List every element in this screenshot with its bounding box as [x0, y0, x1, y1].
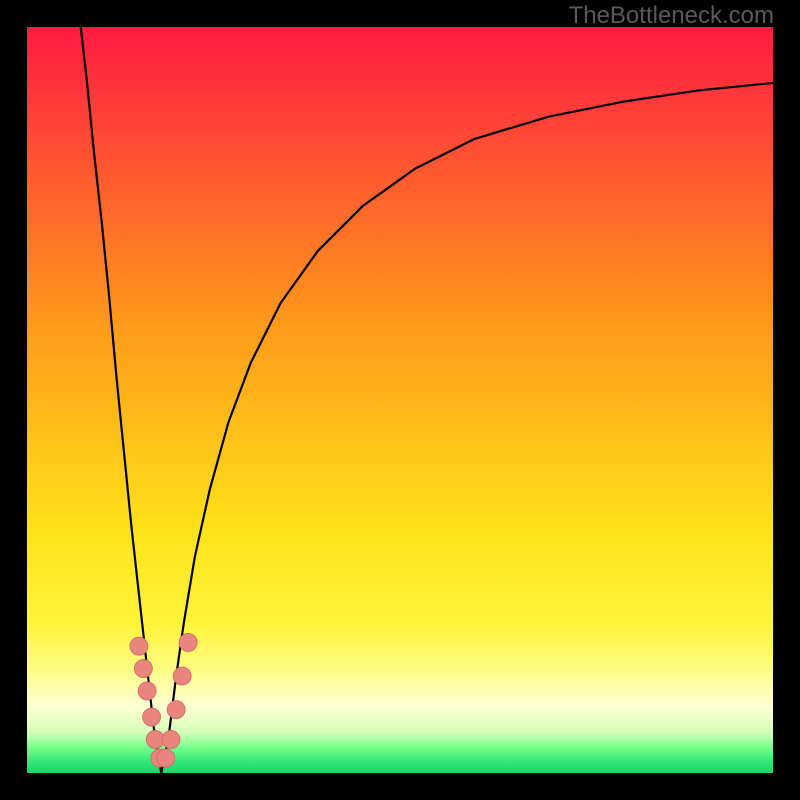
curve-marker — [162, 730, 180, 748]
curve-marker — [138, 682, 156, 700]
curve-marker — [173, 667, 191, 685]
curve-marker — [167, 701, 185, 719]
bottleneck-curve — [81, 27, 773, 773]
curve-marker — [179, 633, 197, 651]
chart-svg — [27, 27, 773, 773]
chart-container: TheBottleneck.com — [0, 0, 800, 800]
curve-marker — [130, 637, 148, 655]
curve-marker — [134, 660, 152, 678]
plot-area — [27, 27, 773, 773]
watermark-text: TheBottleneck.com — [569, 2, 774, 30]
curve-marker — [157, 749, 175, 767]
curve-marker — [143, 708, 161, 726]
